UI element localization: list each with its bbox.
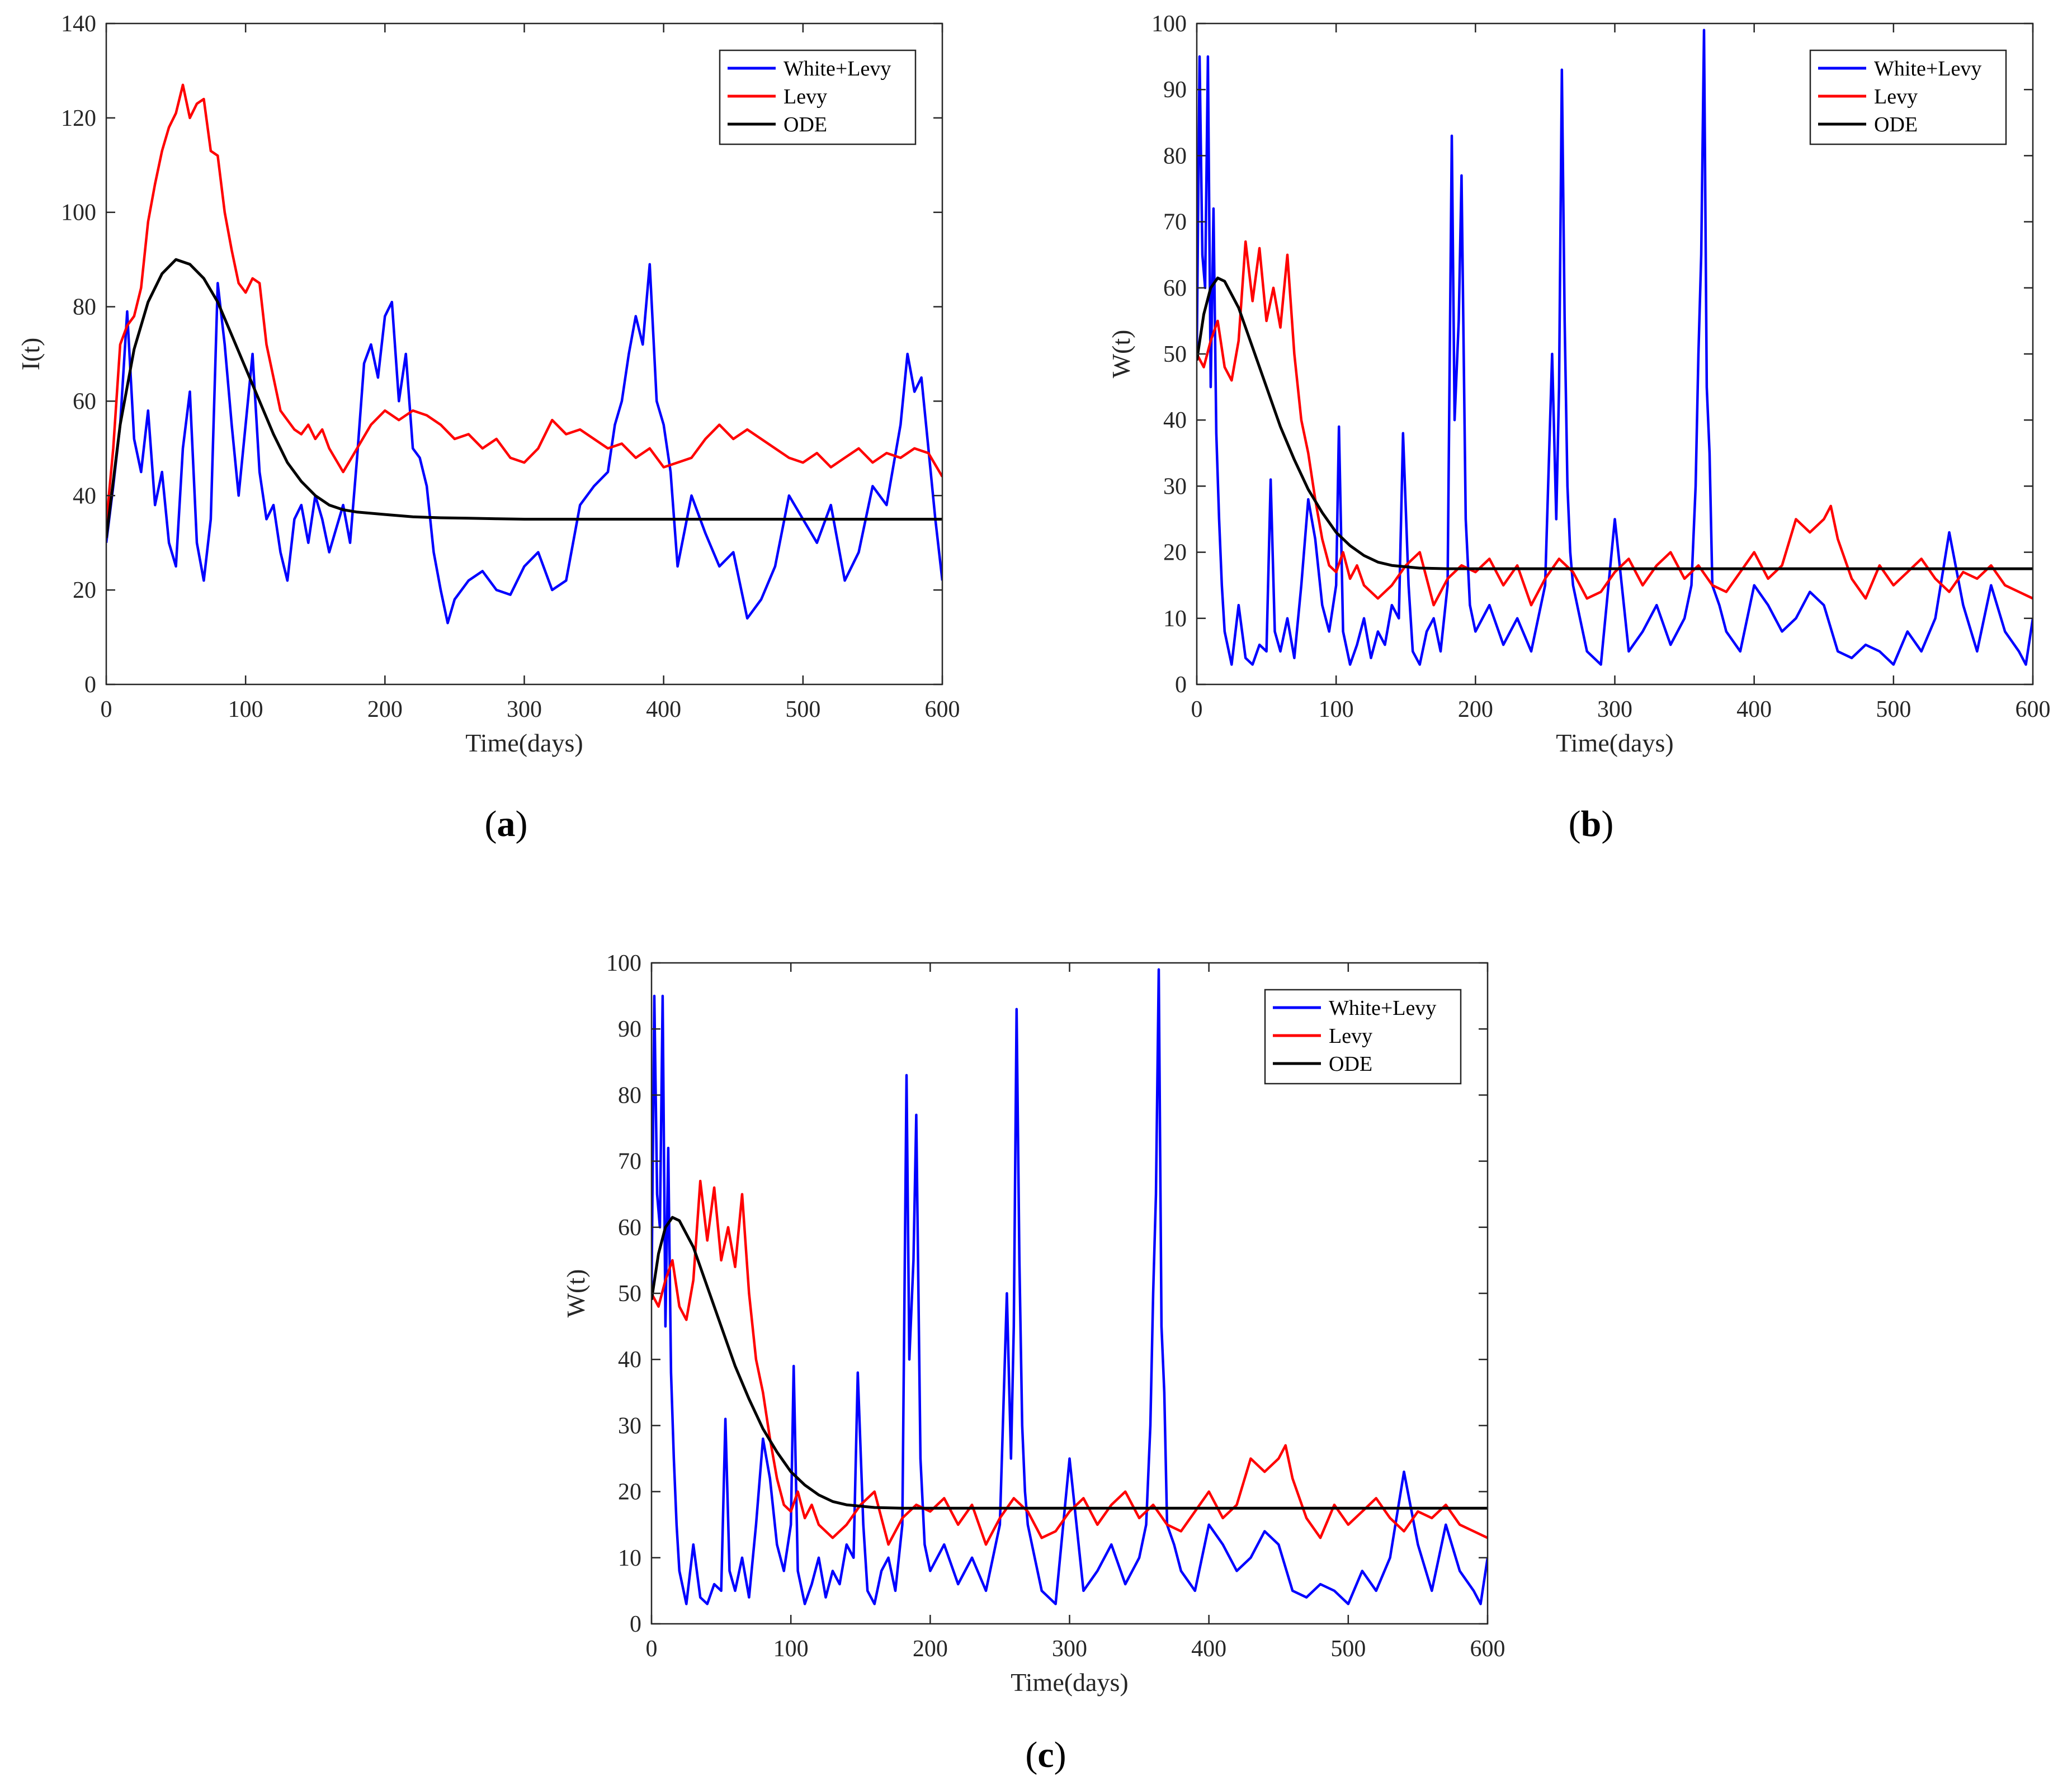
x-tick-label: 600 xyxy=(925,697,960,722)
x-tick-label: 400 xyxy=(1191,1636,1226,1662)
x-tick-label: 100 xyxy=(1319,697,1354,722)
y-tick-label: 100 xyxy=(61,200,96,226)
legend-label-levy: Levy xyxy=(1329,1024,1372,1048)
legend-label-white-levy: White+Levy xyxy=(1874,57,1981,81)
y-tick-label: 60 xyxy=(1163,276,1187,301)
y-tick-label: 80 xyxy=(1163,143,1187,169)
chart-panel-c: 0 100 200 300 400 500 600 0 10 20 30 40 50 60 70 80 90 10… xyxy=(561,951,1505,1697)
legend-label-levy: Levy xyxy=(784,85,827,108)
y-tick-label: 100 xyxy=(606,951,641,976)
y-tick-label: 50 xyxy=(1163,342,1187,367)
series-line-ode xyxy=(106,258,942,538)
y-axis-label: W(t) xyxy=(561,1269,590,1318)
legend-label-ode: ODE xyxy=(784,113,827,136)
x-tick-label: 600 xyxy=(1470,1636,1505,1662)
y-tick-label: 80 xyxy=(618,1083,641,1108)
panel-label-a: (a) xyxy=(485,804,528,844)
x-tick-label: 500 xyxy=(785,697,820,722)
x-tick-label: 0 xyxy=(1191,697,1203,722)
y-tick-label: 60 xyxy=(73,389,96,414)
y-tick-label: 80 xyxy=(73,295,96,320)
y-tick-label: 40 xyxy=(73,483,96,509)
y-axis-label: I(t) xyxy=(16,338,45,371)
x-tick-label: 300 xyxy=(1597,697,1632,722)
chart-panel-b: 0 100 200 300 400 500 600 0 10 20 30 40 50 60 70 80 90 10… xyxy=(1107,11,2051,757)
y-tick-label: 20 xyxy=(73,578,96,603)
series-line-ode xyxy=(652,1216,1488,1510)
y-tick-label: 100 xyxy=(1151,11,1187,37)
y-tick-label: 90 xyxy=(618,1017,641,1042)
legend-label-white-levy: White+Levy xyxy=(784,57,891,81)
legend: White+Levy Levy ODE xyxy=(1264,989,1462,1085)
y-tick-label: 140 xyxy=(61,11,96,37)
x-tick-label: 0 xyxy=(646,1636,658,1662)
x-tick-label: 500 xyxy=(1876,697,1911,722)
y-tick-label: 90 xyxy=(1163,77,1187,103)
series-group xyxy=(652,968,1488,1605)
series-group xyxy=(106,83,942,625)
series-line-ode xyxy=(1197,276,2033,570)
y-tick-label: 120 xyxy=(61,106,96,131)
panel-label-b: (b) xyxy=(1569,804,1614,844)
y-tick-label: 0 xyxy=(1175,672,1187,698)
series-line-white-levy xyxy=(1197,29,2033,666)
y-tick-label: 10 xyxy=(618,1546,641,1571)
y-tick-label: 60 xyxy=(618,1215,641,1241)
y-tick-label: 20 xyxy=(1163,540,1187,566)
x-tick-label: 100 xyxy=(773,1636,809,1662)
x-tick-label: 100 xyxy=(228,697,263,722)
legend: White+Levy Levy ODE xyxy=(719,49,917,145)
x-tick-label: 200 xyxy=(367,697,403,722)
legend-label-white-levy: White+Levy xyxy=(1329,996,1436,1020)
y-tick-label: 50 xyxy=(618,1281,641,1307)
series-line-white-levy xyxy=(652,968,1488,1605)
x-axis-label: Time(days) xyxy=(465,729,583,757)
x-axis-label: Time(days) xyxy=(1556,729,1673,757)
x-tick-label: 500 xyxy=(1330,1636,1366,1662)
y-tick-label: 70 xyxy=(1163,210,1187,235)
series-group xyxy=(1197,29,2033,666)
y-tick-label: 0 xyxy=(630,1612,641,1637)
y-tick-label: 0 xyxy=(84,672,96,698)
y-tick-label: 30 xyxy=(1163,474,1187,499)
series-line-levy xyxy=(1197,240,2033,607)
legend-label-ode: ODE xyxy=(1329,1052,1372,1076)
y-axis-label: W(t) xyxy=(1107,330,1135,379)
series-line-white-levy xyxy=(106,263,942,625)
y-tick-label: 40 xyxy=(618,1347,641,1373)
legend-box xyxy=(1809,49,2007,145)
x-tick-label: 300 xyxy=(1052,1636,1087,1662)
x-tick-label: 400 xyxy=(1736,697,1772,722)
legend: White+Levy Levy ODE xyxy=(1809,49,2007,145)
y-tick-label: 10 xyxy=(1163,606,1187,632)
x-tick-label: 200 xyxy=(913,1636,948,1662)
y-tick-label: 40 xyxy=(1163,408,1187,433)
y-tick-label: 70 xyxy=(618,1149,641,1175)
legend-label-levy: Levy xyxy=(1874,85,1918,108)
y-tick-label: 20 xyxy=(618,1480,641,1505)
chart-panel-a: 0 100 200 300 400 500 600 0 20 40 60 80 100 120 140 Tim… xyxy=(16,11,960,757)
series-line-levy xyxy=(652,1179,1488,1546)
x-tick-label: 300 xyxy=(507,697,542,722)
x-tick-label: 200 xyxy=(1458,697,1493,722)
x-axis-label: Time(days) xyxy=(1011,1668,1128,1697)
panel-label-c: (c) xyxy=(1025,1735,1066,1775)
series-line-levy xyxy=(106,83,942,524)
y-tick-label: 30 xyxy=(618,1413,641,1439)
legend-label-ode: ODE xyxy=(1874,113,1918,136)
x-tick-label: 0 xyxy=(101,697,112,722)
x-tick-label: 400 xyxy=(646,697,681,722)
x-tick-label: 600 xyxy=(2016,697,2051,722)
